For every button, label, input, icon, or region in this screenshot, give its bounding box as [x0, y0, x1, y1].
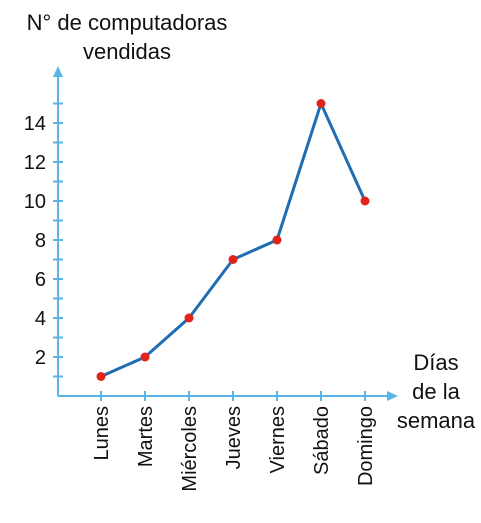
series	[96, 99, 370, 381]
y-tick-label: 14	[24, 113, 46, 135]
x-tick-label: Jueves	[223, 406, 245, 469]
tick-labels: 2 4 6 8 10 12 14 Lunes Martes Miércoles Jueves Vier…	[24, 113, 377, 492]
x-axis-title-line-1: Días	[413, 350, 458, 375]
y-tick-label: 6	[35, 269, 46, 291]
data-point	[360, 196, 370, 206]
x-axis-title-line-3: semana	[397, 408, 476, 433]
x-tick-label: Lunes	[91, 406, 113, 461]
y-tick-label: 8	[35, 230, 46, 252]
y-tick-label: 2	[35, 347, 46, 369]
data-point	[228, 255, 238, 264]
y-tick-label: 10	[24, 191, 46, 213]
x-tick-label: Martes	[135, 406, 157, 467]
series-line	[100, 102, 367, 378]
y-axis-arrow	[53, 66, 63, 77]
x-tick-label: Domingo	[355, 406, 377, 486]
x-tick-label: Miércoles	[179, 406, 201, 492]
data-point	[272, 235, 282, 245]
data-point	[316, 99, 326, 108]
data-point	[140, 352, 150, 362]
data-point	[184, 313, 194, 323]
x-tick-label: Viernes	[267, 406, 289, 473]
x-axis-arrow	[387, 391, 398, 401]
ticks	[53, 102, 366, 401]
x-axis-title-line-2: de la	[412, 379, 460, 404]
axes	[53, 66, 398, 401]
y-tick-label: 4	[35, 308, 46, 330]
y-axis-title-line-2: vendidas	[83, 39, 171, 64]
x-tick-label: Sábado	[311, 406, 333, 475]
data-point	[96, 372, 106, 381]
y-axis-title-line-1: N° de computadoras	[27, 10, 228, 35]
y-tick-label: 12	[24, 152, 46, 174]
